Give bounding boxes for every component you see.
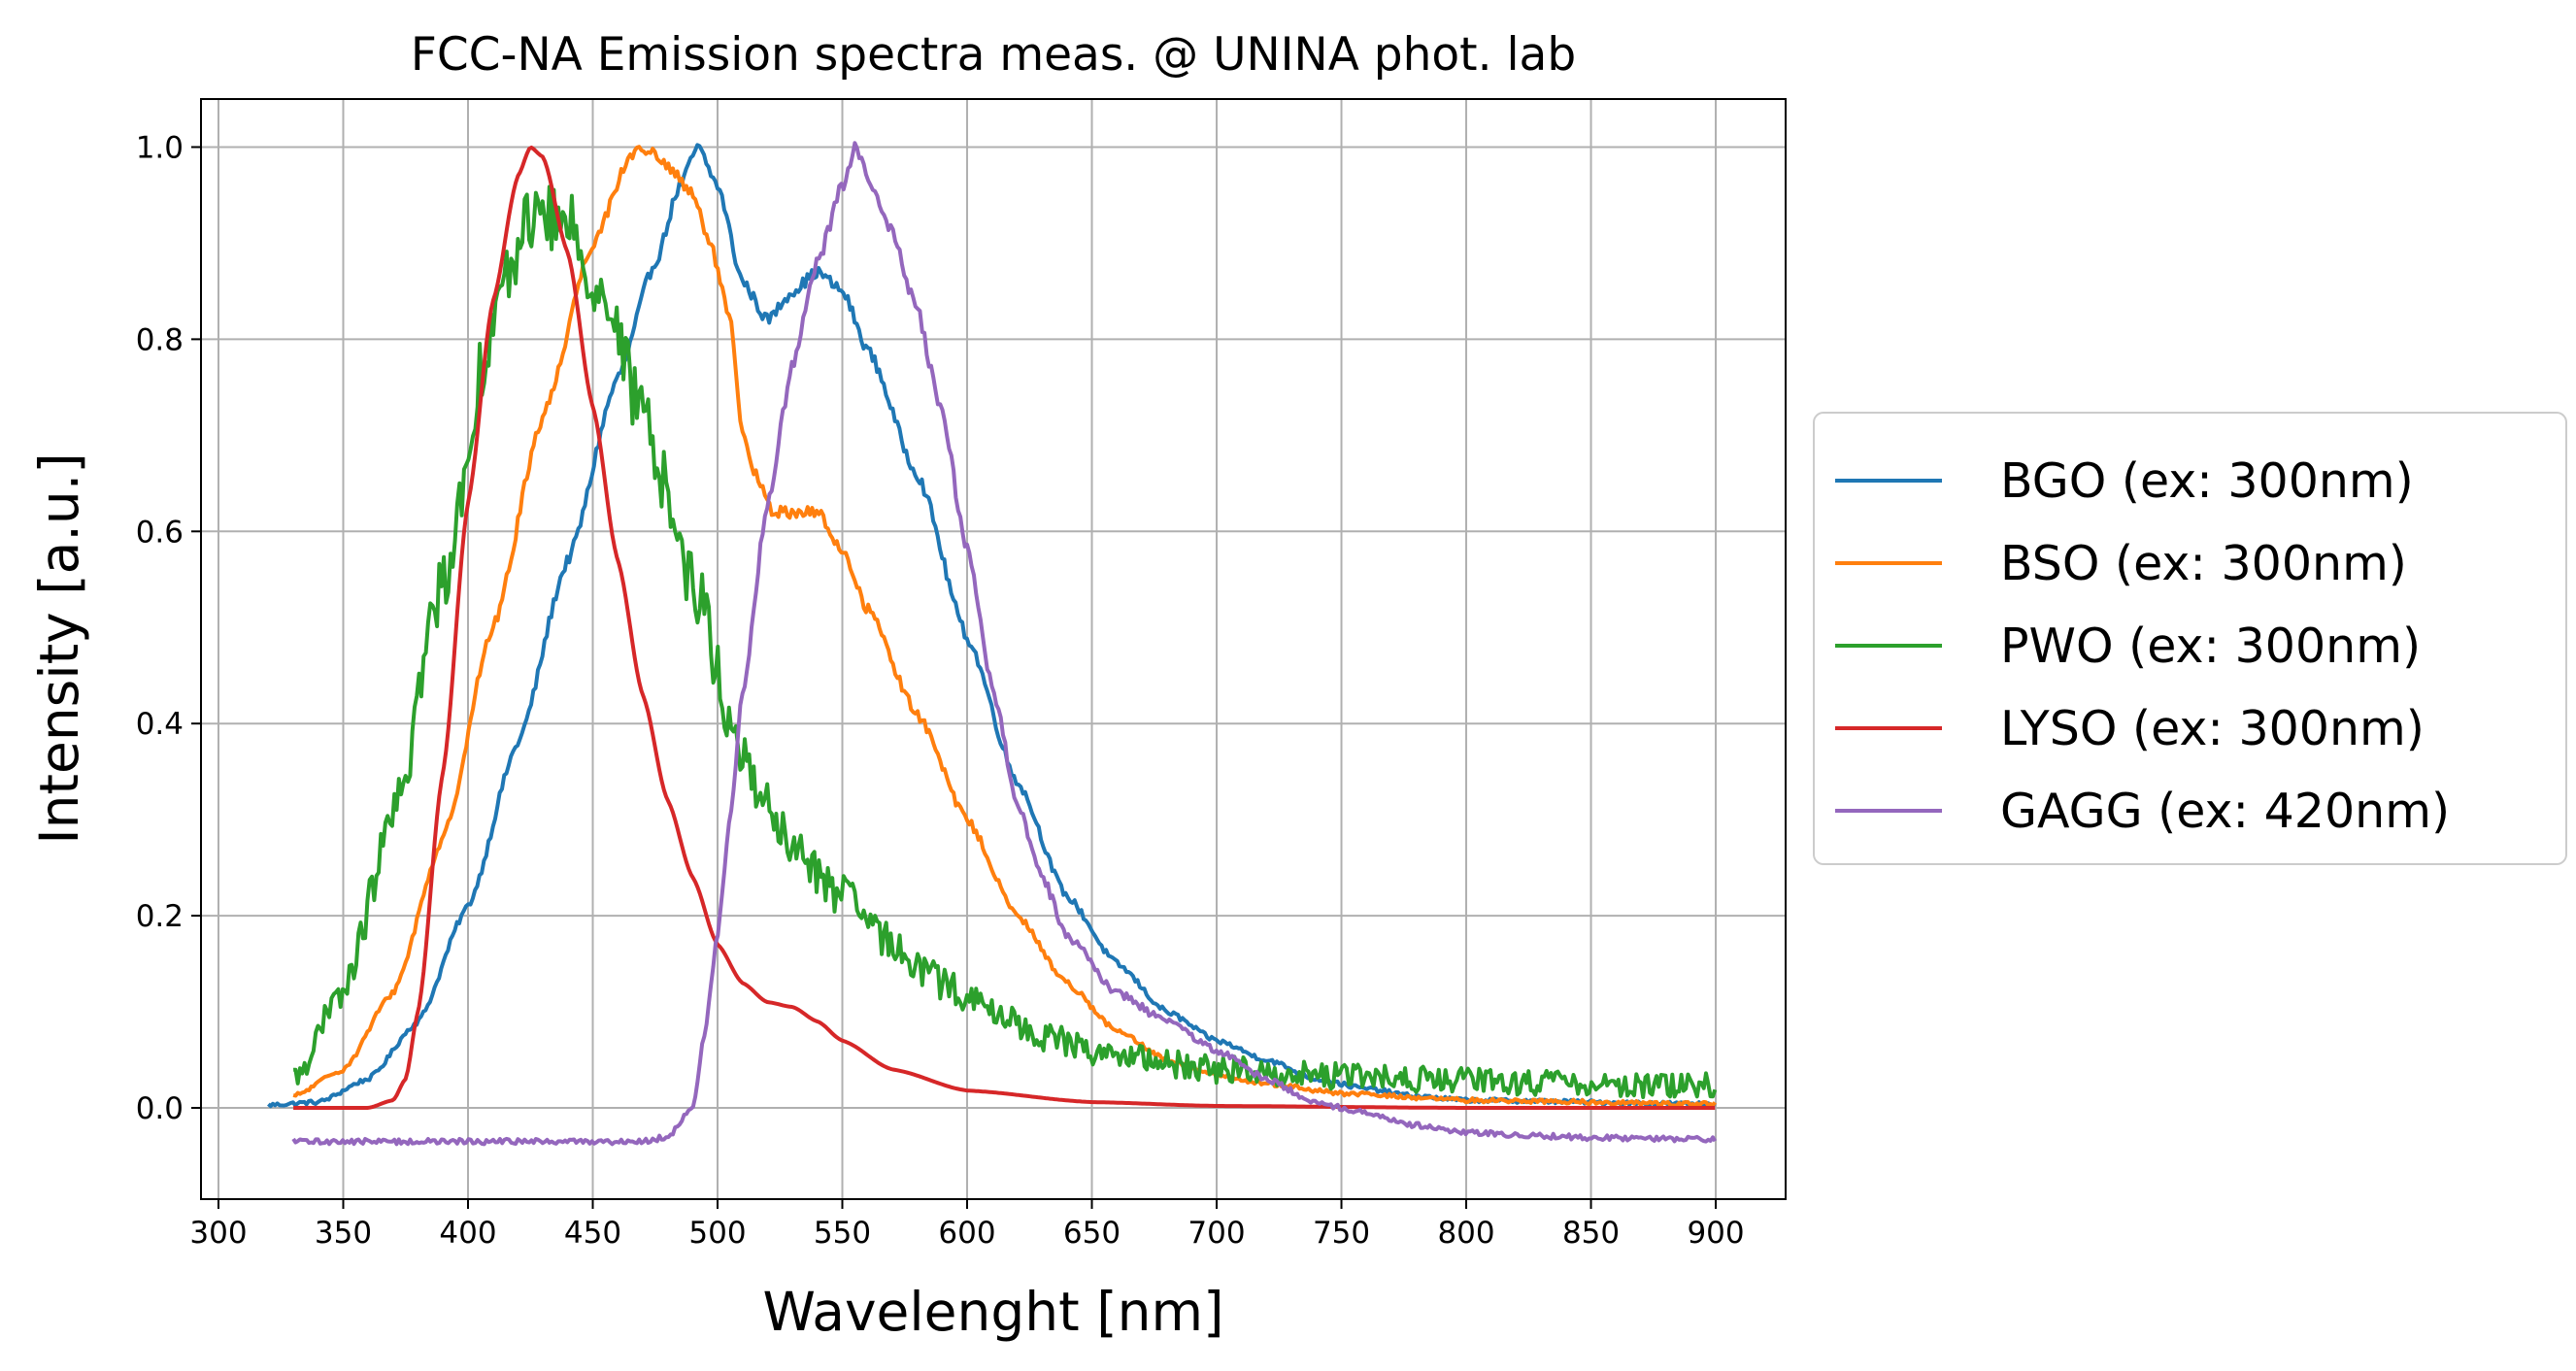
- x-tick-label: 300: [189, 1216, 247, 1251]
- x-tick-label: 550: [814, 1216, 871, 1251]
- y-tick-label: 0.2: [136, 899, 184, 934]
- plot-frame: [200, 98, 1787, 1200]
- chart-title: FCC-NA Emission spectra meas. @ UNINA ph…: [411, 28, 1576, 82]
- series-line-lyso: [293, 145, 1716, 1110]
- x-tick-label: 900: [1687, 1216, 1744, 1251]
- series-line-pwo: [293, 184, 1718, 1099]
- x-tick-label: 400: [439, 1216, 496, 1251]
- x-axis-ticks: 300 350 400 450 500 550 600 650 700 750 800 850 900: [189, 1199, 1745, 1251]
- legend: BGO (ex: 300nm) BSO (ex: 300nm) PWO (ex: 3…: [1813, 412, 2567, 865]
- y-tick-label: 0.4: [136, 707, 184, 742]
- legend-box: [1813, 412, 2567, 865]
- x-tick-label: 700: [1188, 1216, 1245, 1251]
- x-tick-label: 800: [1437, 1216, 1494, 1251]
- legend-label: BGO (ex: 300nm): [2000, 453, 2414, 509]
- y-axis-ticks: 0.0 0.2 0.4 0.6 0.8 1.0: [136, 130, 201, 1126]
- x-axis-label: Wavelenght [nm]: [762, 1281, 1223, 1343]
- legend-label: BSO (ex: 300nm): [2000, 536, 2407, 591]
- x-tick-label: 750: [1313, 1216, 1370, 1251]
- legend-label: LYSO (ex: 300nm): [2000, 701, 2425, 756]
- x-tick-label: 450: [564, 1216, 621, 1251]
- y-tick-label: 0.8: [136, 322, 184, 357]
- x-tick-label: 600: [938, 1216, 995, 1251]
- series-line-bso: [292, 145, 1717, 1108]
- legend-label: PWO (ex: 300nm): [2000, 619, 2421, 674]
- legend-items: BGO (ex: 300nm) BSO (ex: 300nm) PWO (ex: 3…: [1835, 453, 2450, 839]
- grid: [201, 99, 1786, 1199]
- x-tick-label: 350: [315, 1216, 372, 1251]
- y-axis-label: Intensity [a.u.]: [28, 452, 90, 844]
- x-tick-label: 500: [688, 1216, 746, 1251]
- y-tick-label: 1.0: [136, 130, 184, 165]
- legend-label: GAGG (ex: 420nm): [2000, 784, 2450, 839]
- x-tick-label: 850: [1562, 1216, 1620, 1251]
- y-tick-label: 0.6: [136, 515, 184, 550]
- x-tick-label: 650: [1063, 1216, 1121, 1251]
- series-lines: [267, 141, 1718, 1147]
- y-tick-label: 0.0: [136, 1091, 184, 1126]
- series-line-gagg: [291, 141, 1718, 1147]
